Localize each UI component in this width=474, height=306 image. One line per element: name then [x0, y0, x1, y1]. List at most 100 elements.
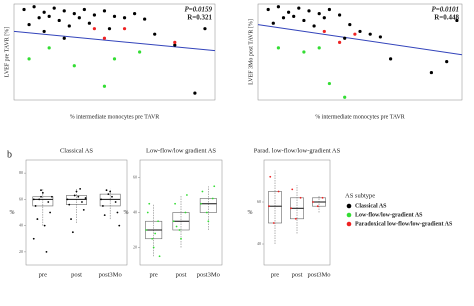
box	[66, 195, 87, 205]
point	[45, 250, 48, 253]
point	[112, 14, 117, 18]
point	[109, 190, 112, 193]
point	[322, 29, 326, 34]
legend-label: Paradoxical low-flow/low-gradient AS	[355, 221, 453, 227]
point	[268, 205, 270, 208]
point	[107, 27, 112, 31]
point	[40, 195, 42, 198]
point	[77, 195, 80, 198]
point	[201, 190, 204, 193]
point	[307, 9, 311, 13]
point	[122, 27, 127, 31]
point	[112, 57, 117, 61]
point	[186, 194, 188, 196]
point	[269, 175, 272, 178]
point	[111, 195, 113, 198]
point	[291, 188, 294, 191]
point	[316, 205, 319, 208]
legend-title: AS subtype	[345, 192, 375, 199]
point	[290, 207, 292, 210]
point	[322, 16, 326, 20]
point	[27, 22, 31, 27]
point	[173, 40, 177, 45]
point	[152, 246, 155, 249]
point	[297, 6, 301, 10]
point	[101, 205, 104, 207]
point	[118, 224, 121, 227]
x-tick-label: post	[71, 271, 82, 278]
point	[40, 189, 42, 192]
point	[32, 237, 35, 240]
point	[338, 40, 342, 45]
point	[92, 13, 96, 17]
point	[343, 36, 347, 40]
y-axis-label: LVEF pre TAVR [%]	[4, 27, 10, 78]
point	[213, 185, 216, 188]
point	[353, 32, 357, 36]
y-axis-label: %	[248, 210, 253, 216]
panel-title: Low-flow/low gradient AS	[146, 147, 216, 154]
box	[99, 193, 121, 207]
point	[43, 224, 46, 227]
y-tick-label: 80	[19, 170, 23, 175]
point	[175, 225, 178, 228]
y-axis-label: LVEF 3Mo post TAVR [%]	[248, 19, 254, 85]
point	[302, 18, 306, 23]
point	[42, 29, 46, 34]
y-tick-label: 60	[257, 199, 261, 204]
point	[378, 35, 382, 39]
point	[445, 60, 449, 64]
plot-area	[13, 3, 216, 101]
point	[271, 21, 275, 25]
point	[32, 198, 35, 201]
point	[151, 237, 154, 240]
point	[122, 16, 127, 20]
point	[178, 229, 181, 231]
point	[180, 237, 182, 240]
point	[327, 7, 331, 12]
point	[200, 202, 202, 205]
box	[199, 198, 217, 213]
x-tick-label: pre	[271, 271, 279, 278]
point	[455, 18, 459, 23]
y-tick-label: 20	[19, 249, 23, 254]
box	[32, 196, 54, 207]
point	[174, 202, 176, 205]
point	[272, 222, 275, 224]
point	[34, 205, 37, 207]
point	[107, 193, 110, 196]
point	[71, 231, 74, 234]
regression-line	[257, 24, 463, 56]
point	[172, 220, 175, 223]
y-axis-label: %	[124, 210, 129, 216]
point	[173, 43, 177, 47]
x-axis-label: % intermediate monocytes pre TAVR	[315, 114, 405, 120]
annotation: P=0.0159	[184, 6, 212, 14]
point	[203, 27, 207, 31]
x-axis-label: % intermediate monocytes pre TAVR	[70, 114, 160, 120]
annotation: R=0.321	[187, 14, 212, 22]
point	[276, 46, 280, 50]
box	[268, 191, 282, 224]
annotation: R=0.448	[434, 14, 459, 22]
x-tick-label: post3Mo	[197, 271, 220, 278]
point	[105, 189, 108, 192]
point	[299, 196, 302, 199]
point	[27, 57, 31, 61]
point	[62, 9, 66, 13]
point	[57, 18, 61, 23]
panel-label: b	[7, 149, 12, 160]
y-tick-label: 40	[133, 209, 137, 214]
legend-swatch	[346, 203, 352, 209]
point	[317, 46, 321, 50]
point	[358, 29, 362, 34]
point	[138, 50, 142, 54]
point	[42, 10, 46, 14]
legend-label: Low-flow/low-gradient AS	[355, 212, 423, 218]
point	[292, 14, 296, 18]
point	[79, 187, 82, 190]
panel-title: Parad. low-flow/low-gradient AS	[254, 147, 341, 154]
point	[266, 7, 270, 12]
x-tick-label: post	[292, 271, 303, 278]
point	[47, 14, 51, 18]
